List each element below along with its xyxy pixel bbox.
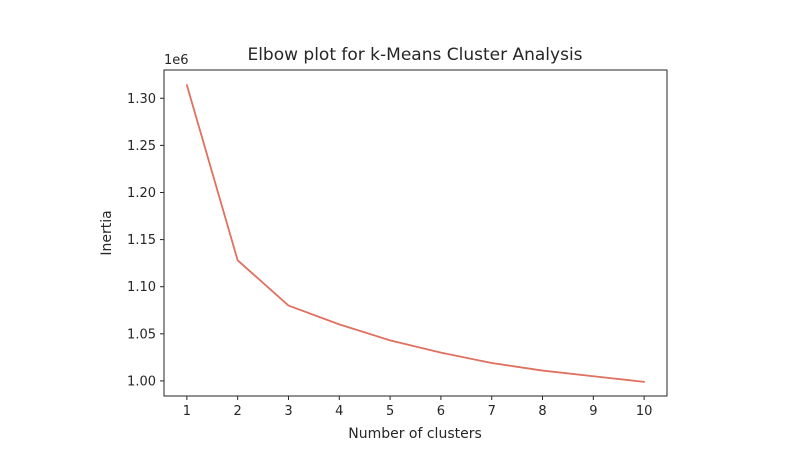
x-tick-label: 2 [234, 404, 242, 419]
chart-title: Elbow plot for k-Means Cluster Analysis [247, 45, 582, 65]
y-tick-label: 1.10 [127, 280, 156, 295]
y-tick-label: 1.20 [127, 186, 156, 201]
x-tick-label: 3 [284, 404, 292, 419]
y-tick-label: 1.05 [127, 327, 156, 342]
y-offset-label: 1e6 [164, 53, 189, 68]
x-tick-label: 9 [589, 404, 597, 419]
y-axis-ticks: 1.00 1.05 1.10 1.15 1.20 1.25 1.30 [127, 92, 164, 389]
y-axis-label: Inertia [99, 210, 115, 255]
series-line [185, 84, 646, 383]
y-tick-label: 1.15 [127, 233, 156, 248]
x-tick-label: 8 [538, 404, 546, 419]
axes-frame [163, 69, 668, 397]
x-tick-label: 4 [335, 404, 343, 419]
x-axis-ticks: 1 2 3 4 5 6 7 8 9 10 [183, 396, 653, 419]
x-tick-label: 5 [386, 404, 394, 419]
x-axis-label: Number of clusters [348, 426, 482, 442]
x-tick-label: 1 [183, 404, 191, 419]
y-tick-label: 1.25 [127, 139, 156, 154]
y-tick-label: 1.30 [127, 92, 156, 107]
x-tick-label: 10 [636, 404, 653, 419]
x-tick-label: 6 [437, 404, 445, 419]
x-tick-label: 7 [488, 404, 496, 419]
y-tick-label: 1.00 [127, 374, 156, 389]
plot-area [185, 84, 646, 383]
